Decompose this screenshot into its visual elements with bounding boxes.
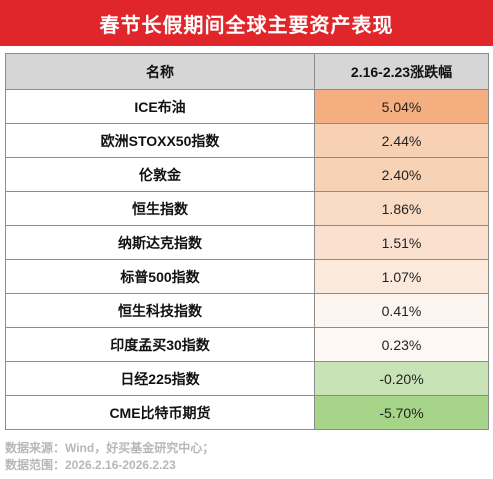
table-header-row: 名称 2.16-2.23涨跌幅 <box>5 53 489 90</box>
asset-name-cell: 伦敦金 <box>5 157 315 192</box>
asset-name-cell: ICE布油 <box>5 89 315 124</box>
asset-name-cell: CME比特币期货 <box>5 395 315 430</box>
table-row: 伦敦金 2.40% <box>5 157 489 192</box>
asset-change-cell: 1.51% <box>314 225 489 260</box>
asset-change-cell: 5.04% <box>314 89 489 124</box>
chart-title: 春节长假期间全球主要资产表现 <box>0 0 493 46</box>
asset-change-cell: 2.44% <box>314 123 489 158</box>
header-change: 2.16-2.23涨跌幅 <box>314 53 489 90</box>
table-row: CME比特币期货 -5.70% <box>5 395 489 430</box>
header-name: 名称 <box>5 53 315 90</box>
table-row: 印度孟买30指数 0.23% <box>5 327 489 362</box>
asset-performance-table: 名称 2.16-2.23涨跌幅 ICE布油 5.04% 欧洲STOXX50指数 2.4… <box>5 53 489 430</box>
asset-name-cell: 日经225指数 <box>5 361 315 396</box>
asset-name-cell: 印度孟买30指数 <box>5 327 315 362</box>
asset-name-cell: 恒生指数 <box>5 191 315 226</box>
table-row: 恒生科技指数 0.41% <box>5 293 489 328</box>
asset-name-cell: 恒生科技指数 <box>5 293 315 328</box>
asset-name-cell: 标普500指数 <box>5 259 315 294</box>
asset-change-cell: -5.70% <box>314 395 489 430</box>
source-note: 数据来源：Wind，好买基金研究中心； 数据范围：2026.2.16-2026.… <box>5 440 214 474</box>
asset-name-cell: 纳斯达克指数 <box>5 225 315 260</box>
asset-change-cell: 1.86% <box>314 191 489 226</box>
asset-name-cell: 欧洲STOXX50指数 <box>5 123 315 158</box>
table-body: ICE布油 5.04% 欧洲STOXX50指数 2.44% 伦敦金 2.40% 恒生指数 1.… <box>5 89 489 430</box>
table-row: 欧洲STOXX50指数 2.44% <box>5 123 489 158</box>
asset-change-cell: 0.41% <box>314 293 489 328</box>
table-row: 纳斯达克指数 1.51% <box>5 225 489 260</box>
range-line: 数据范围：2026.2.16-2026.2.23 <box>5 458 176 472</box>
source-line: 数据来源：Wind，好买基金研究中心； <box>5 441 215 455</box>
asset-change-cell: 1.07% <box>314 259 489 294</box>
table-row: 日经225指数 -0.20% <box>5 361 489 396</box>
asset-change-cell: -0.20% <box>314 361 489 396</box>
table-row: 恒生指数 1.86% <box>5 191 489 226</box>
table-row: 标普500指数 1.07% <box>5 259 489 294</box>
asset-change-cell: 0.23% <box>314 327 489 362</box>
table-row: ICE布油 5.04% <box>5 89 489 124</box>
asset-change-cell: 2.40% <box>314 157 489 192</box>
